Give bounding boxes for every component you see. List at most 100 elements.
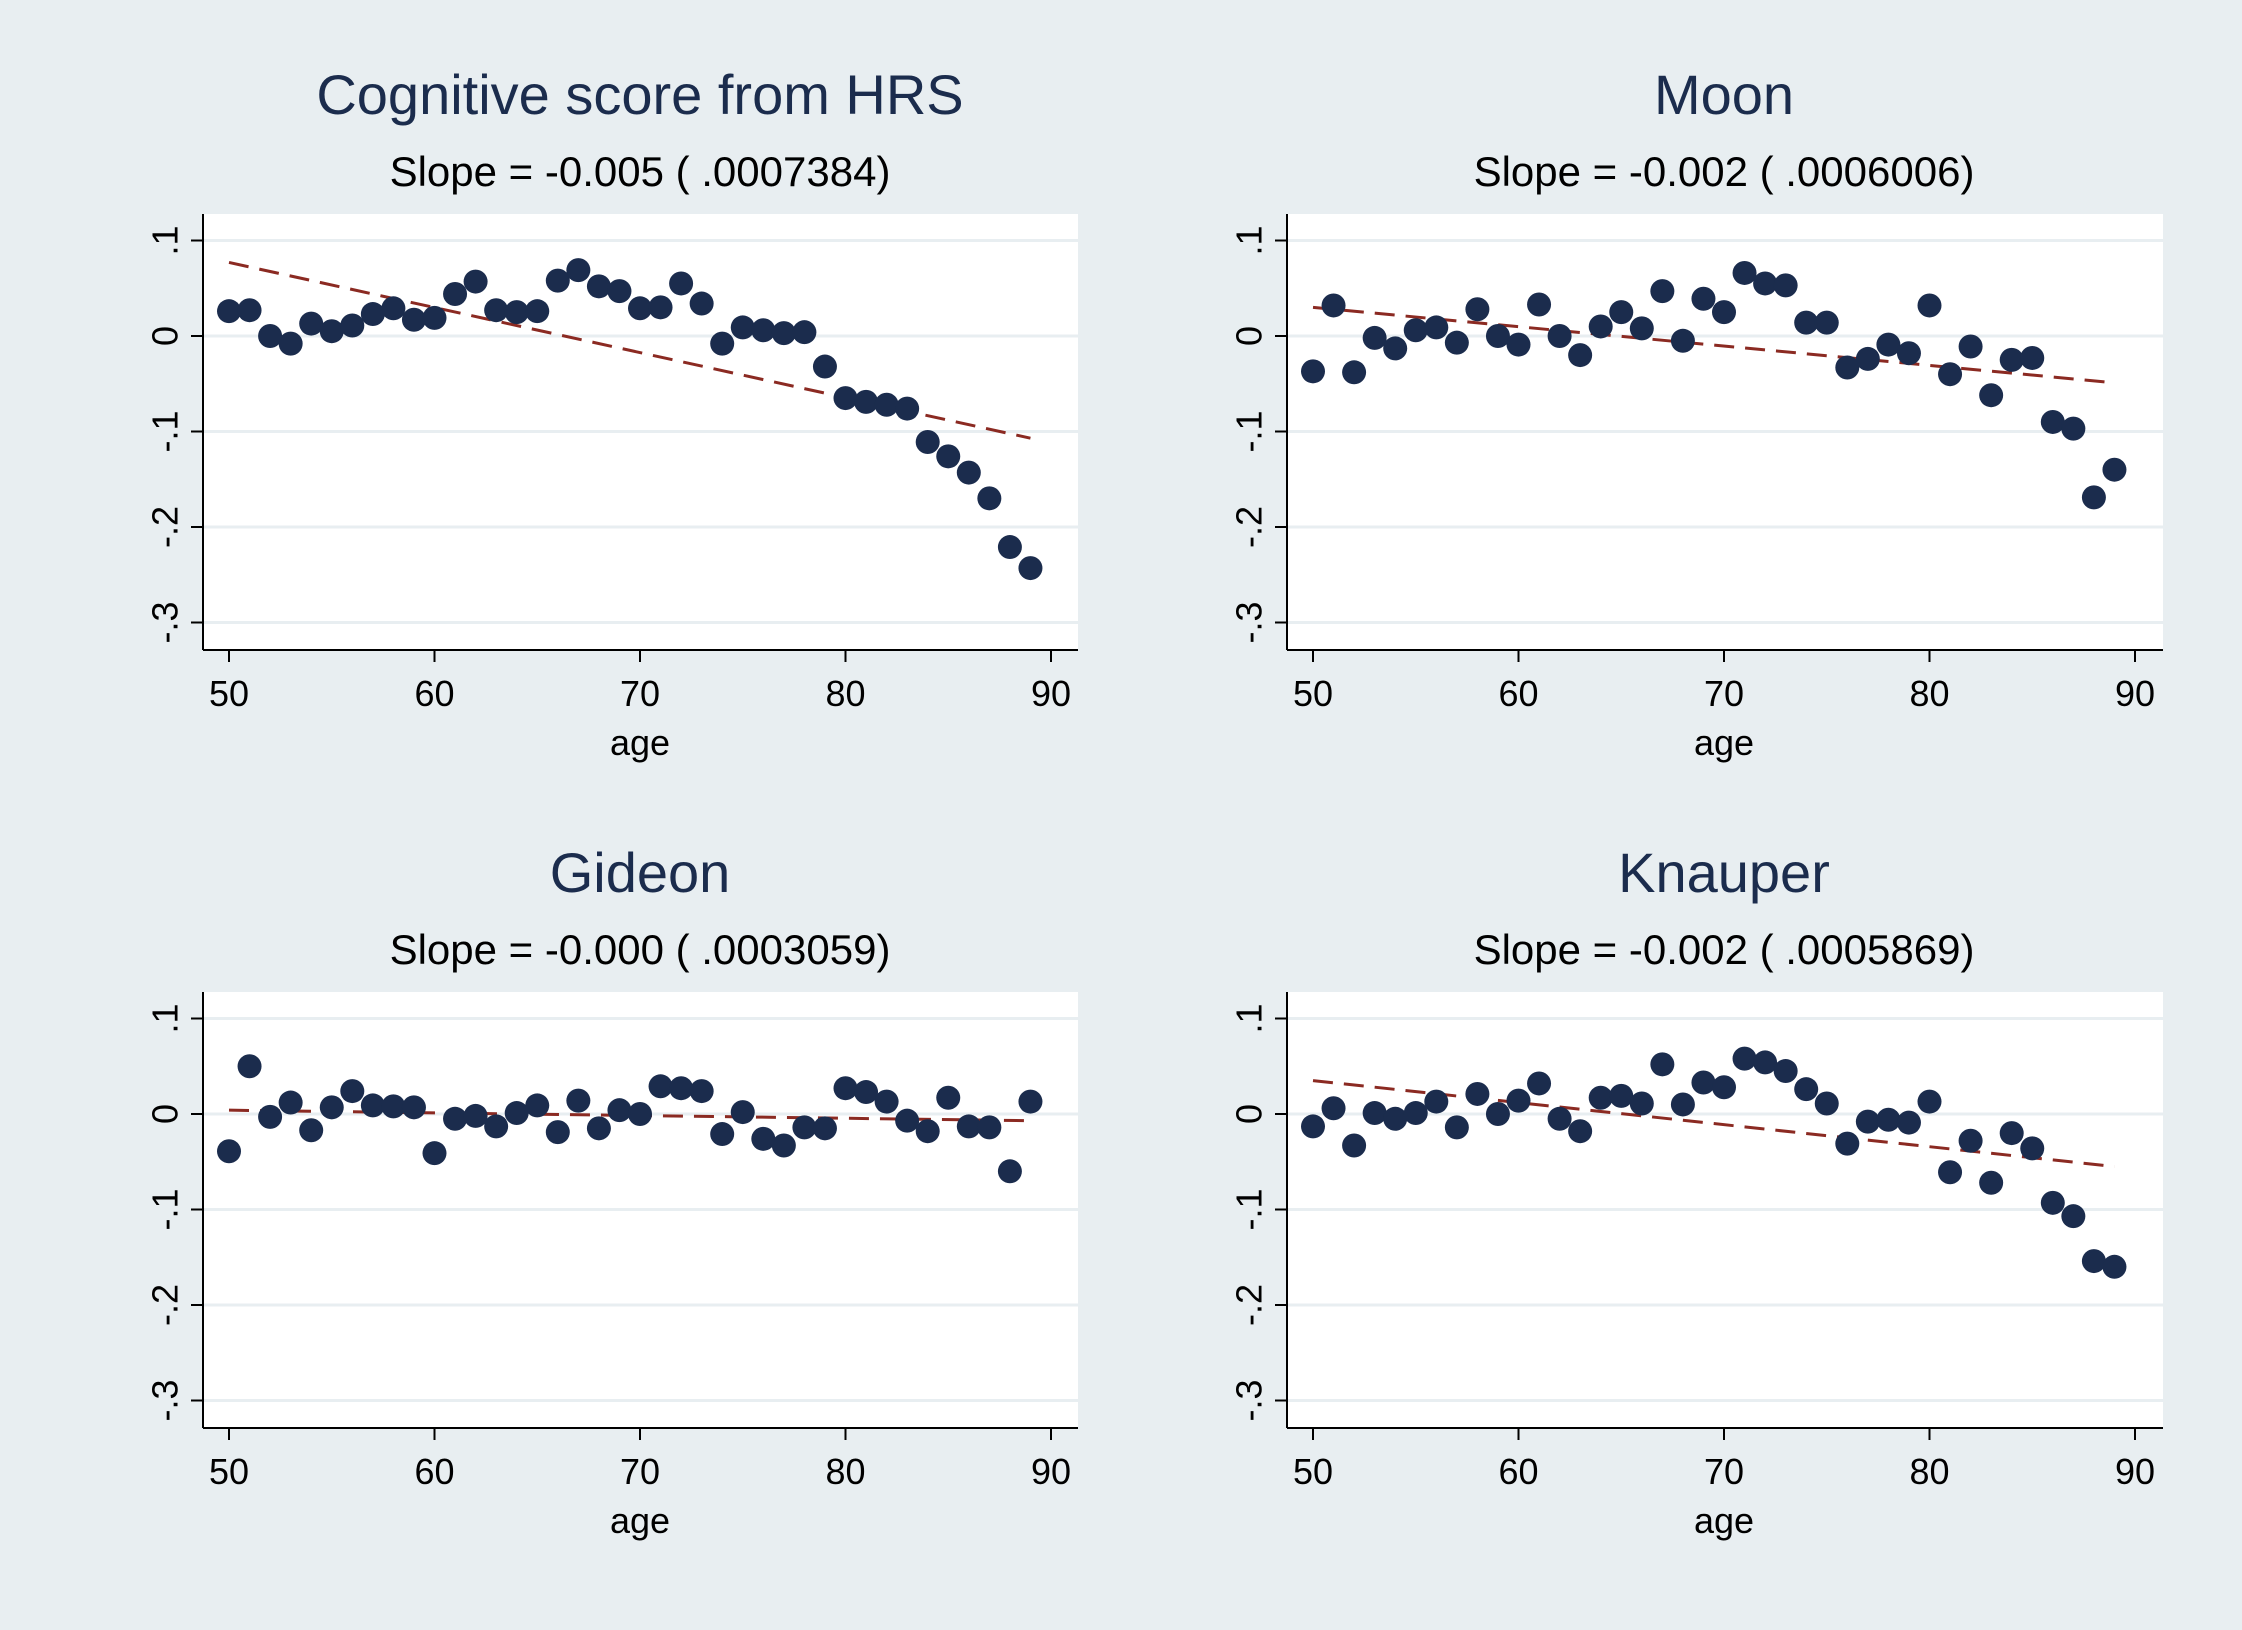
data-point [977,486,1002,511]
chart-panel-1: -.3 -.2 -.1 0 .1 50 60 70 80 90 age Cognitive score… [145,63,1078,763]
data-point [956,460,981,485]
chart-title: Moon [1654,63,1794,126]
data-point [1670,1092,1695,1117]
data-point [936,1085,961,1110]
y-tick-label: -.2 [1229,506,1270,548]
data-point [997,535,1022,560]
data-point [1527,1071,1552,1096]
data-point [1018,1089,1043,1114]
data-point [566,258,591,283]
data-point [1321,1096,1346,1121]
data-point [874,392,899,417]
data-point [1342,1133,1367,1158]
data-point [710,1122,735,1147]
data-point [1753,1050,1778,1075]
data-point [628,1102,652,1126]
data-point [1999,1121,2024,1146]
x-tick-label: 50 [209,1451,249,1492]
data-point [2040,1190,2065,1215]
data-point [1876,332,1901,357]
data-point [1444,330,1469,355]
data-point [1403,1101,1428,1126]
data-point [340,1079,365,1104]
data-point [997,1159,1022,1184]
data-point [237,1054,262,1079]
data-point [1979,383,2004,408]
data-point [1753,271,1778,296]
data-point [812,354,837,379]
data-point [463,1103,488,1128]
data-point [1938,362,1963,387]
data-point [792,320,817,345]
data-point [586,1116,611,1141]
data-point [2081,1249,2106,1274]
data-point [1691,286,1716,311]
x-tick-label: 50 [209,673,249,714]
chart-panel-4: -.3 -.2 -.1 0 .1 50 60 70 80 90 age Knauper Slope = … [1229,841,2163,1541]
data-point [1568,343,1593,368]
data-point [628,296,652,321]
data-point [1999,347,2024,372]
data-point [1506,1088,1531,1113]
y-tick-label: 0 [1229,326,1270,346]
fit-line [1312,1079,2115,1169]
data-point [1485,1102,1510,1126]
data-point [1917,1089,1942,1114]
y-tick-label: 0 [145,326,186,346]
data-point [401,307,426,332]
y-tick-label: -.3 [1229,601,1270,643]
y-tick-label: -.2 [145,506,186,548]
data-point [525,299,550,324]
data-point [1301,1114,1325,1139]
data-point [1732,1046,1757,1071]
data-point [360,302,385,327]
data-point [1835,1131,1860,1156]
data-point [545,268,570,293]
y-tick-label: 0 [145,1104,186,1124]
data-point [1629,316,1654,341]
data-point [710,331,735,356]
data-point [977,1115,1002,1140]
data-point [792,1115,817,1140]
data-point [833,1076,858,1101]
data-point [401,1095,426,1120]
data-point [525,1093,550,1118]
data-point [545,1120,570,1145]
data-point [443,281,468,306]
data-point [504,300,529,325]
data-point [258,324,283,348]
data-point [607,1098,632,1123]
data-point [1794,1077,1819,1102]
data-point [1383,336,1408,361]
y-tick-label: .1 [1229,1003,1270,1033]
x-tick-label: 80 [825,1451,865,1492]
chart-subtitle: Slope = -0.005 ( .0007384) [390,148,891,195]
data-point [1444,1115,1469,1140]
y-tick-label: -.2 [145,1284,186,1326]
data-point [669,1076,694,1101]
data-point [217,299,241,324]
data-point [2102,457,2127,482]
data-point [1979,1170,2004,1195]
x-tick-label: 80 [825,673,865,714]
x-tick-label: 80 [1909,673,1949,714]
data-point [1712,1075,1736,1100]
data-point [381,1094,406,1119]
data-point [1938,1160,1963,1185]
x-tick-label: 90 [1031,1451,1071,1492]
x-tick-label: 90 [2115,1451,2155,1492]
data-point [648,295,673,320]
y-tick-label: .1 [1229,225,1270,255]
x-tick-label: 80 [1909,1451,1949,1492]
data-point [2081,485,2106,510]
chart-title: Gideon [550,841,731,904]
data-point [1629,1091,1654,1116]
chart-title: Knauper [1618,841,1830,904]
data-point [299,311,324,336]
data-point [915,430,940,455]
data-point [422,305,447,330]
data-point [874,1089,899,1114]
data-point [669,271,694,296]
data-point [504,1101,529,1126]
data-point [751,1126,776,1151]
